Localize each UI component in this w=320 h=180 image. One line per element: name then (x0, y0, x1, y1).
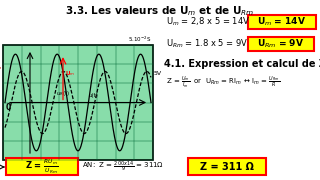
Text: Z = 311 Ω: Z = 311 Ω (200, 161, 254, 172)
FancyBboxPatch shape (248, 37, 314, 51)
Text: U$_m$ = 2,8 x 5 = 14V: U$_m$ = 2,8 x 5 = 14V (166, 16, 250, 28)
FancyBboxPatch shape (188, 158, 266, 175)
Text: $u_R$(t): $u_R$(t) (56, 89, 70, 98)
Text: U$_{Rm}$ = 9V: U$_{Rm}$ = 9V (257, 38, 305, 50)
Text: u(t): u(t) (88, 93, 98, 98)
Text: 5V: 5V (154, 71, 162, 76)
FancyBboxPatch shape (3, 45, 153, 160)
Text: Z = $\frac{RU_m}{U_{Rm}}$: Z = $\frac{RU_m}{U_{Rm}}$ (25, 157, 59, 176)
Text: U$_m$ = 14V: U$_m$ = 14V (258, 16, 307, 28)
Text: AN:  Z = $\frac{200x14}{9}$ = 311Ω: AN: Z = $\frac{200x14}{9}$ = 311Ω (82, 159, 164, 174)
Text: 4.1. Expression et calcul de Z: 4.1. Expression et calcul de Z (164, 59, 320, 69)
FancyBboxPatch shape (6, 158, 78, 175)
Text: 5.10$^{-2}$S: 5.10$^{-2}$S (128, 35, 151, 44)
FancyBboxPatch shape (248, 15, 316, 29)
Text: 0: 0 (6, 103, 11, 112)
Text: 3.3. Les valeurs de U$_m$ et de U$_{Rm}$: 3.3. Les valeurs de U$_m$ et de U$_{Rm}$ (65, 4, 255, 18)
Text: U$_{Rm}$ = 1.8 x 5 = 9V: U$_{Rm}$ = 1.8 x 5 = 9V (166, 38, 249, 50)
Text: U$_{Rm}$: U$_{Rm}$ (0, 63, 2, 72)
Text: Z = $\frac{U_m}{I_m}$  or  U$_{Rm}$ = RI$_m$ ↔ I$_m$ = $\frac{U_{Rm}}{R}$: Z = $\frac{U_m}{I_m}$ or U$_{Rm}$ = RI$_… (166, 74, 280, 90)
Text: U$_m$: U$_m$ (65, 69, 75, 78)
